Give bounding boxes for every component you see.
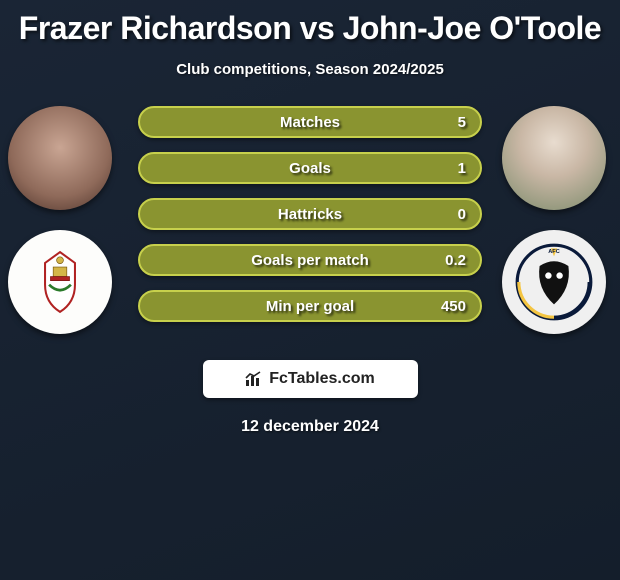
- stat-bar: Goals per match 0.2: [138, 244, 482, 276]
- stat-value: 0.2: [445, 252, 466, 269]
- right-column: AFC: [502, 106, 612, 334]
- club-left-badge: [8, 230, 112, 334]
- player-right-avatar: [502, 106, 606, 210]
- stat-label: Hattricks: [278, 206, 342, 223]
- comparison-content: AFC Matches 5 Goals 1 Hattricks 0 Goals per ma…: [0, 106, 620, 346]
- stat-label: Goals: [289, 160, 331, 177]
- stat-bar: Min per goal 450: [138, 290, 482, 322]
- stat-bar: Matches 5: [138, 106, 482, 138]
- stat-value: 5: [458, 114, 466, 131]
- club-right-badge: AFC: [502, 230, 606, 334]
- player-left-avatar: [8, 106, 112, 210]
- date-label: 12 december 2024: [0, 418, 620, 436]
- brand-chart-icon: [245, 371, 263, 387]
- stat-value: 450: [441, 298, 466, 315]
- page-title: Frazer Richardson vs John-Joe O'Toole: [0, 0, 620, 47]
- wimbledon-crest-icon: AFC: [514, 242, 594, 322]
- stat-bar: Hattricks 0: [138, 198, 482, 230]
- stat-value: 0: [458, 206, 466, 223]
- brand-label: FcTables.com: [269, 370, 375, 388]
- stat-label: Matches: [280, 114, 340, 131]
- subtitle: Club competitions, Season 2024/2025: [0, 61, 620, 78]
- stat-bar: Goals 1: [138, 152, 482, 184]
- stat-bars: Matches 5 Goals 1 Hattricks 0 Goals per match 0…: [138, 106, 482, 336]
- left-column: [8, 106, 118, 334]
- brand-badge: FcTables.com: [203, 360, 418, 398]
- stat-label: Min per goal: [266, 298, 354, 315]
- doncaster-crest-icon: [26, 248, 94, 316]
- svg-text:AFC: AFC: [548, 249, 560, 255]
- stat-label: Goals per match: [251, 252, 369, 269]
- stat-value: 1: [458, 160, 466, 177]
